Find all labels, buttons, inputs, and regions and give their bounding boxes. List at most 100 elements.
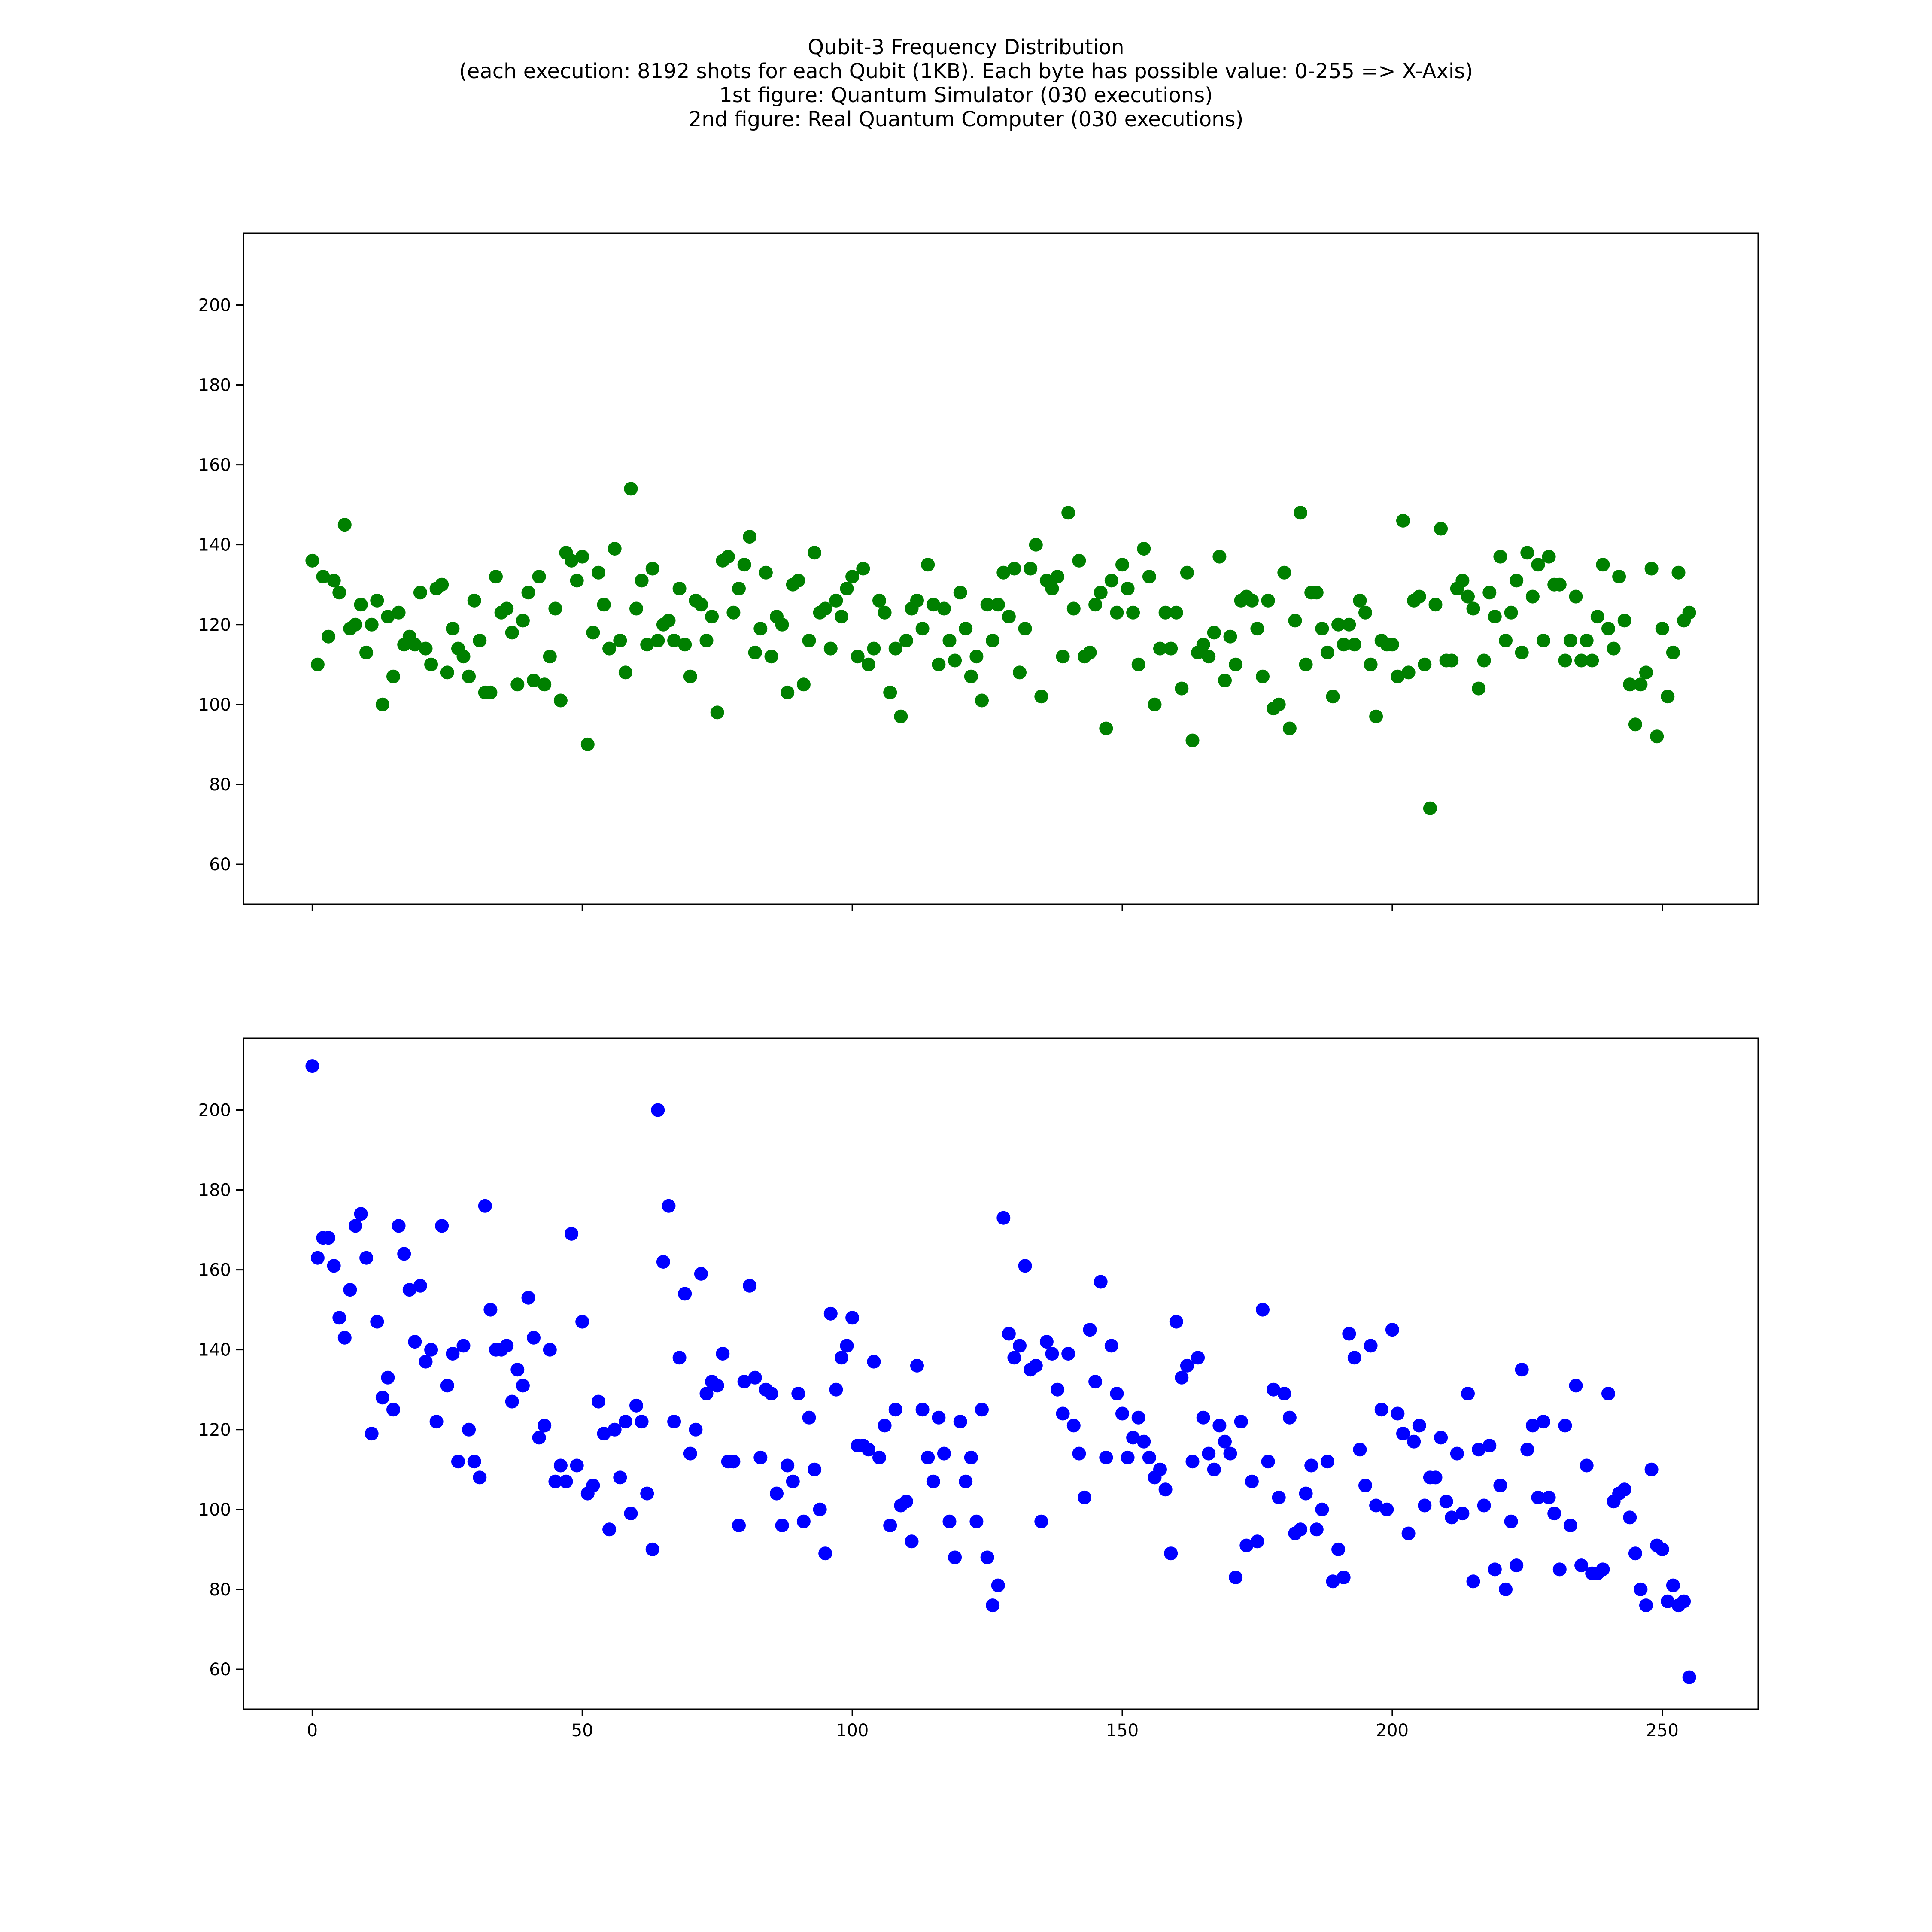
sim-data-point <box>791 574 805 588</box>
real-data-point <box>888 1403 902 1417</box>
sim-data-point <box>1466 601 1480 616</box>
real-data-point <box>726 1455 741 1469</box>
sim-data-point <box>613 634 627 647</box>
sim-data-point <box>1153 641 1167 656</box>
real-data-point <box>1563 1519 1577 1532</box>
real-data-point <box>1510 1558 1524 1573</box>
sim-data-point <box>1628 717 1642 732</box>
sim-data-point <box>553 693 568 708</box>
sim-data-point <box>1223 629 1237 644</box>
sim-data-point <box>1034 690 1048 704</box>
sim-data-point <box>1396 513 1410 528</box>
real-data-point <box>1250 1534 1264 1549</box>
real-data-point <box>1072 1446 1086 1461</box>
real-data-point <box>1434 1431 1448 1445</box>
real-data-point <box>1461 1387 1475 1400</box>
real-data-point <box>618 1415 632 1429</box>
sim-data-point <box>1499 634 1513 647</box>
real-data-point <box>1234 1415 1248 1429</box>
real-data-point <box>343 1283 357 1297</box>
sim-data-point <box>1131 657 1145 671</box>
sim-data-point <box>570 574 584 588</box>
real-data-point <box>737 1375 751 1389</box>
real-data-point <box>1677 1594 1691 1608</box>
real-data-point <box>716 1347 730 1361</box>
real-data-point <box>818 1546 832 1561</box>
sim-data-point <box>624 482 638 496</box>
sim-data-point <box>1488 610 1502 624</box>
real-data-point <box>667 1415 681 1429</box>
real-data-point <box>1158 1482 1173 1497</box>
sim-data-point <box>1169 605 1183 620</box>
sim-data-point <box>629 601 643 616</box>
sim-data-point <box>1294 506 1308 520</box>
sim-data-point <box>1666 645 1680 659</box>
real-data-point <box>1537 1415 1550 1429</box>
real-data-point <box>1212 1419 1227 1433</box>
real-data-point <box>1039 1335 1054 1349</box>
sim-data-point <box>1045 582 1059 595</box>
real-data-point <box>1078 1490 1091 1504</box>
real-data-point <box>1185 1455 1200 1469</box>
sim-data-point <box>1569 589 1583 604</box>
real-data-point <box>1628 1546 1642 1561</box>
real-data-point <box>354 1207 368 1221</box>
sim-data-point <box>645 562 659 576</box>
sim-data-point <box>672 582 687 595</box>
sim-data-point <box>802 634 816 647</box>
real-data-point <box>796 1514 811 1528</box>
real-data-point <box>575 1315 589 1329</box>
real-data-point <box>1634 1582 1648 1596</box>
real-data-point <box>473 1470 487 1485</box>
real-data-point <box>1358 1479 1372 1492</box>
sim-data-point <box>1493 550 1507 564</box>
sim-data-point <box>1110 605 1124 620</box>
real-data-point <box>656 1255 670 1269</box>
sim-data-point <box>948 653 962 668</box>
real-data-point <box>1267 1382 1281 1397</box>
sim-data-point <box>1137 542 1151 556</box>
real-data-point <box>1369 1498 1383 1513</box>
sim-data-point <box>1256 669 1270 683</box>
sim-data-point <box>662 614 676 628</box>
sim-data-point <box>1013 665 1027 680</box>
sim-data-point <box>1250 622 1264 636</box>
real-data-point <box>1018 1259 1032 1273</box>
real-data-point <box>1304 1458 1318 1473</box>
real-data-point <box>602 1522 617 1537</box>
sim-data-point <box>980 598 994 612</box>
real-data-point <box>937 1446 951 1461</box>
real-data-point <box>1380 1502 1394 1516</box>
real-data-point <box>899 1495 913 1509</box>
sim-data-point <box>1282 721 1297 735</box>
sim-data-point <box>618 665 632 680</box>
sim-y-tick-label: 80 <box>209 775 231 795</box>
sim-data-point <box>1412 589 1426 604</box>
real-data-point <box>462 1422 476 1437</box>
sim-data-point <box>1644 562 1659 576</box>
sim-data-point <box>1326 690 1340 704</box>
real-data-point <box>408 1335 422 1349</box>
real-data-point <box>1639 1598 1653 1613</box>
sim-data-point <box>840 582 854 595</box>
sim-data-point <box>737 558 751 572</box>
real-data-point <box>1574 1558 1589 1573</box>
sim-data-point <box>1261 593 1275 608</box>
sim-data-point <box>872 593 886 608</box>
sim-data-point <box>424 657 438 671</box>
real-data-point <box>1202 1446 1216 1461</box>
real-y-tick-label: 160 <box>198 1261 231 1280</box>
real-data-point <box>440 1379 454 1393</box>
real-data-point <box>365 1427 379 1441</box>
real-data-point <box>748 1370 762 1385</box>
real-data-point <box>500 1339 514 1353</box>
real-data-point <box>1331 1542 1346 1556</box>
real-data-point <box>1428 1470 1443 1485</box>
real-data-point <box>1239 1538 1254 1552</box>
sim-data-point <box>651 634 665 647</box>
sim-data-point <box>1083 645 1097 659</box>
real-data-point <box>1191 1351 1205 1365</box>
real-data-point <box>349 1219 362 1233</box>
real-data-point <box>969 1514 984 1528</box>
real-data-point <box>381 1370 395 1385</box>
